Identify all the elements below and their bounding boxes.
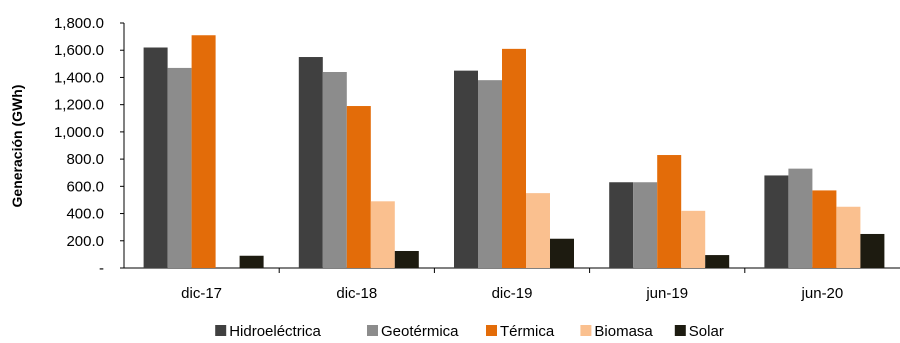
bar-térmica-dic-17 [191,35,216,268]
y-axis-title: Generación (GWh) [9,85,25,208]
legend-label: Térmica [500,323,555,340]
bar-geotérmica-dic-18 [322,72,347,268]
legend-swatch-geotérmica [367,325,378,336]
legend-swatch-solar [674,325,686,336]
legend-label: Solar [689,323,724,340]
y-tick-label: 1,800.0 [54,15,104,32]
bar-solar-jun-20 [860,233,885,268]
bar-térmica-dic-19 [502,48,526,268]
y-tick-label: 600.0 [66,178,104,195]
bar-solar-jun-19 [705,255,730,268]
y-tick-label: 400.0 [66,206,104,223]
x-tick-label: jun-19 [645,285,688,302]
y-tick-label: 200.0 [66,233,104,250]
bar-hidroeléctrica-dic-18 [298,57,323,269]
bar-geotérmica-dic-17 [167,67,192,269]
bar-biomasa-jun-20 [836,206,861,268]
bar-biomasa-jun-19 [681,210,706,268]
y-tick-label: 800.0 [66,151,104,168]
bar-hidroeléctrica-dic-19 [454,70,478,268]
legend-label: Geotérmica [381,323,459,340]
bar-solar-dic-18 [394,250,419,268]
bar-térmica-jun-20 [812,190,837,268]
legend-swatch-biomasa [580,325,592,336]
y-tick-labels: - 200.0 400.0 600.0 800.0 1,000.0 1,200.0 1,400… [54,15,124,277]
bar-térmica-dic-18 [346,106,371,269]
y-tick-label: 1,600.0 [54,42,104,59]
x-tick-label: dic-19 [492,285,533,302]
bar-geotérmica-dic-19 [478,80,502,269]
bar-hidroeléctrica-jun-19 [609,182,634,268]
legend-swatch-térmica [486,325,497,336]
legend-label: Hidroeléctrica [229,323,321,340]
legend: Hidroeléctrica Geotérmica Térmica Biomasa So… [215,323,724,340]
bar-solar-dic-19 [550,238,574,268]
bar-térmica-jun-19 [657,155,682,268]
y-tick-label: - [99,260,104,277]
bar-solar-dic-17 [239,255,264,268]
bars [143,35,885,269]
bar-biomasa-dic-19 [526,193,550,268]
bar-hidroeléctrica-dic-17 [143,47,168,268]
bar-biomasa-dic-18 [370,201,395,268]
x-tick-label: jun-20 [801,285,844,302]
bar-geotérmica-jun-20 [788,168,813,268]
bar-geotérmica-jun-19 [633,182,658,268]
legend-swatch-hidroeléctrica [215,325,227,336]
legend-label: Biomasa [594,323,653,340]
x-tick-label: dic-18 [336,285,377,302]
y-tick-label: 1,000.0 [54,124,104,141]
bar-hidroeléctrica-jun-20 [764,175,789,268]
y-tick-label: 1,200.0 [54,97,104,114]
x-tick-label: dic-17 [181,285,222,302]
x-tick-labels: dic-17 dic-18 dic-19 jun-19 jun-20 [181,268,843,302]
y-tick-label: 1,400.0 [54,69,104,86]
